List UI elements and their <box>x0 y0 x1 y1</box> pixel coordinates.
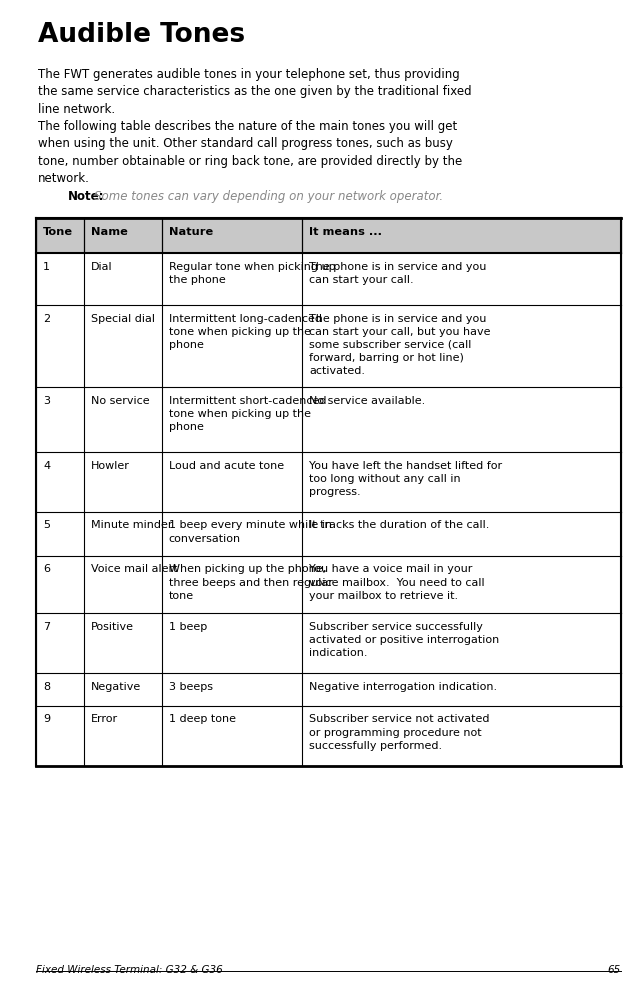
Text: Subscriber service not activated
or programming procedure not
successfully perfo: Subscriber service not activated or prog… <box>309 715 489 751</box>
Bar <box>36 252 621 305</box>
Text: The FWT generates audible tones in your telephone set, thus providing
the same s: The FWT generates audible tones in your … <box>38 68 471 116</box>
Text: Error: Error <box>91 715 118 725</box>
Text: 1: 1 <box>43 261 50 271</box>
Text: Voice mail alert: Voice mail alert <box>91 564 178 575</box>
Text: 7: 7 <box>43 622 50 632</box>
Text: 1 deep tone: 1 deep tone <box>169 715 236 725</box>
Bar <box>36 386 621 452</box>
Text: 1 beep every minute while in
conversation: 1 beep every minute while in conversatio… <box>169 520 332 543</box>
Text: Note:: Note: <box>68 190 104 203</box>
Text: Negative: Negative <box>91 681 141 691</box>
Text: Negative interrogation indication.: Negative interrogation indication. <box>309 681 497 691</box>
Text: 3: 3 <box>43 395 50 405</box>
Text: 9: 9 <box>43 715 50 725</box>
Text: 6: 6 <box>43 564 50 575</box>
Text: Tone: Tone <box>43 227 73 237</box>
Text: Audible Tones: Audible Tones <box>38 22 245 48</box>
Bar <box>36 672 621 705</box>
Text: You have left the handset lifted for
too long without any call in
progress.: You have left the handset lifted for too… <box>309 461 502 496</box>
Bar <box>36 511 621 555</box>
Text: 8: 8 <box>43 681 50 691</box>
Text: Intermittent long-cadenced
tone when picking up the
phone: Intermittent long-cadenced tone when pic… <box>169 314 322 350</box>
Text: Positive: Positive <box>91 622 134 632</box>
Text: Loud and acute tone: Loud and acute tone <box>169 461 284 471</box>
Text: Howler: Howler <box>91 461 130 471</box>
Text: 2: 2 <box>43 314 50 324</box>
Text: 3 beeps: 3 beeps <box>169 681 213 691</box>
Text: It tracks the duration of the call.: It tracks the duration of the call. <box>309 520 489 530</box>
Text: Intermittent short-cadenced
tone when picking up the
phone: Intermittent short-cadenced tone when pi… <box>169 395 327 432</box>
Text: Dial: Dial <box>91 261 113 271</box>
Text: The phone is in service and you
can start your call, but you have
some subscribe: The phone is in service and you can star… <box>309 314 491 375</box>
Bar <box>36 705 621 766</box>
Text: 4: 4 <box>43 461 50 471</box>
Text: Name: Name <box>91 227 128 237</box>
Text: 65: 65 <box>608 965 621 975</box>
Text: It means ...: It means ... <box>309 227 382 237</box>
Bar <box>36 218 621 252</box>
Text: When picking up the phone,
three beeps and then regular
tone: When picking up the phone, three beeps a… <box>169 564 333 601</box>
Bar <box>36 305 621 386</box>
Text: You have a voice mail in your
voice mailbox.  You need to call
your mailbox to r: You have a voice mail in your voice mail… <box>309 564 485 601</box>
Bar <box>36 555 621 613</box>
Text: Subscriber service successfully
activated or positive interrogation
indication.: Subscriber service successfully activate… <box>309 622 500 657</box>
Text: Some tones can vary depending on your network operator.: Some tones can vary depending on your ne… <box>94 190 443 203</box>
Text: 1 beep: 1 beep <box>169 622 207 632</box>
Text: Minute minder: Minute minder <box>91 520 173 530</box>
Text: Fixed Wireless Terminal: G32 & G36: Fixed Wireless Terminal: G32 & G36 <box>36 965 223 975</box>
Text: Special dial: Special dial <box>91 314 155 324</box>
Text: No service available.: No service available. <box>309 395 426 405</box>
Text: No service: No service <box>91 395 149 405</box>
Text: The following table describes the nature of the main tones you will get
when usi: The following table describes the nature… <box>38 120 462 186</box>
Text: Nature: Nature <box>169 227 213 237</box>
Bar <box>36 613 621 672</box>
Bar <box>36 452 621 511</box>
Text: The phone is in service and you
can start your call.: The phone is in service and you can star… <box>309 261 487 285</box>
Text: 5: 5 <box>43 520 50 530</box>
Text: Regular tone when picking up
the phone: Regular tone when picking up the phone <box>169 261 336 285</box>
